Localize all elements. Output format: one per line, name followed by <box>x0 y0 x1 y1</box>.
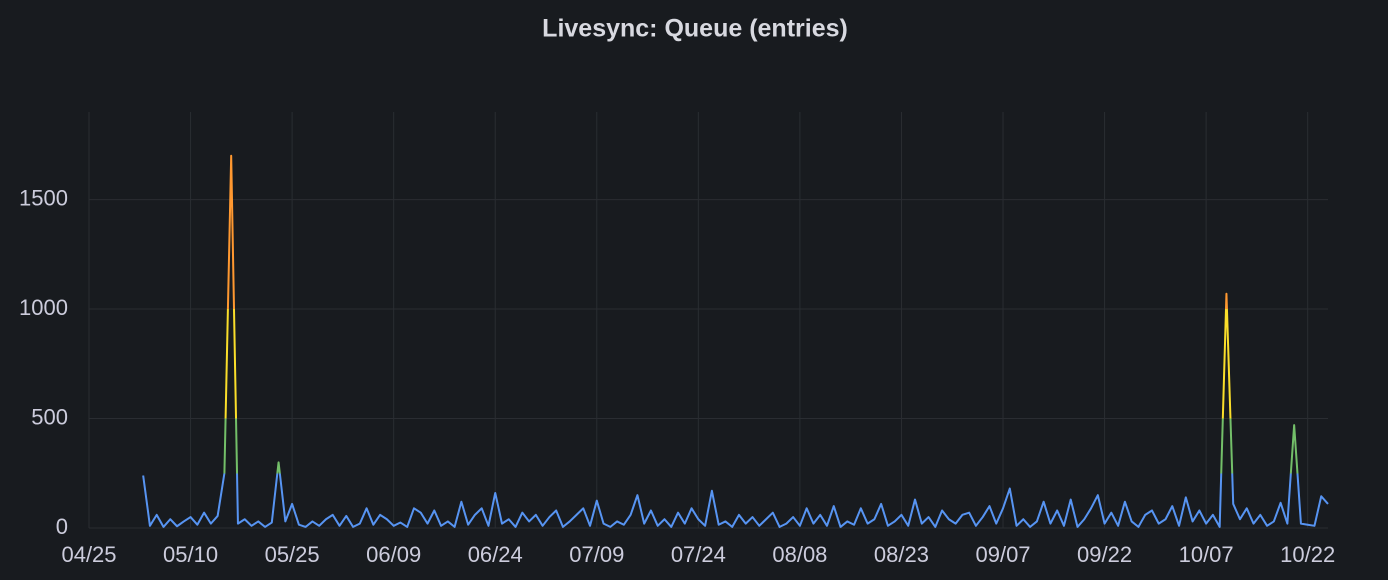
series-line <box>142 154 1329 528</box>
x-tick-label: 08/23 <box>874 542 929 567</box>
x-tick-label: 07/09 <box>569 542 624 567</box>
x-tick-label: 10/22 <box>1280 542 1335 567</box>
x-tick-label: 05/10 <box>163 542 218 567</box>
chart-title: Livesync: Queue (entries) <box>542 15 848 43</box>
x-tick-label: 06/09 <box>366 542 421 567</box>
x-tick-label: 10/07 <box>1179 542 1234 567</box>
y-tick-label: 0 <box>56 514 68 539</box>
x-tick-label: 08/08 <box>772 542 827 567</box>
y-tick-label: 1500 <box>19 185 68 210</box>
x-tick-label: 09/07 <box>975 542 1030 567</box>
x-tick-label: 09/22 <box>1077 542 1132 567</box>
x-tick-label: 05/25 <box>265 542 320 567</box>
x-tick-label: 04/25 <box>61 542 116 567</box>
x-tick-label: 06/24 <box>468 542 523 567</box>
y-tick-label: 500 <box>31 404 68 429</box>
y-tick-label: 1000 <box>19 295 68 320</box>
x-tick-label: 07/24 <box>671 542 726 567</box>
